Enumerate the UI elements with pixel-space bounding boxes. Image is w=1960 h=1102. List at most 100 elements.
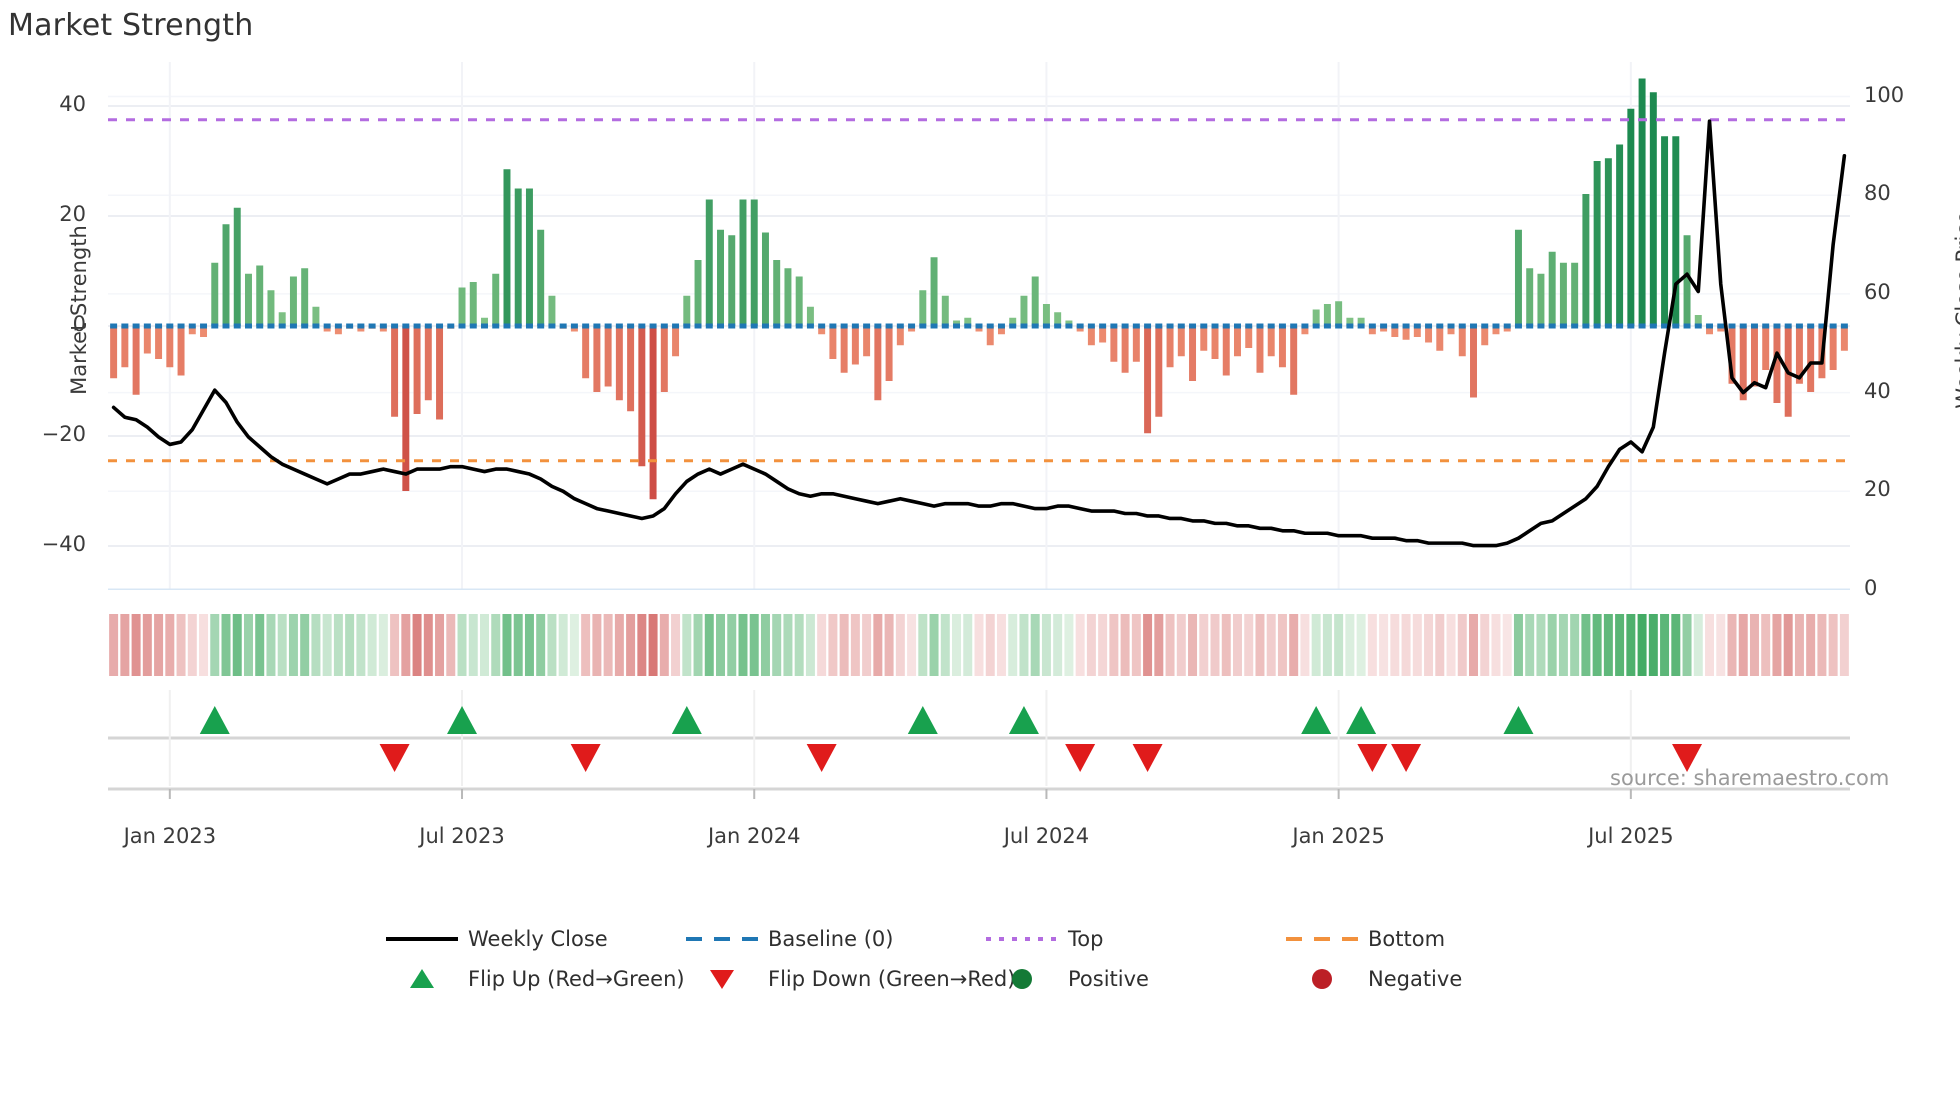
heatmap-cell: [895, 614, 905, 676]
heatmap-cell: [783, 614, 793, 676]
flip-down-marker: [1065, 744, 1096, 772]
heatmap-cell: [1210, 614, 1220, 676]
heatmap-cell: [1772, 614, 1782, 676]
legend-item[interactable]: Negative: [1280, 958, 1462, 1000]
heatmap-cell: [1761, 614, 1771, 676]
y-tick-left: −40: [41, 532, 86, 556]
flip-up-marker: [1008, 706, 1039, 734]
heatmap-cell: [255, 614, 265, 676]
heatmap-cell: [142, 614, 152, 676]
heatmap-cell: [266, 614, 276, 676]
heatmap-cell: [232, 614, 242, 676]
heatmap-cell: [569, 614, 579, 676]
legend-glyph: [680, 923, 764, 955]
heatmap-cell: [1615, 614, 1625, 676]
legend-item[interactable]: Bottom: [1280, 918, 1445, 960]
triangle-down-icon: [710, 970, 734, 989]
heatmap-cell: [727, 614, 737, 676]
heatmap-cell: [1188, 614, 1198, 676]
strength-bars: [110, 78, 1848, 500]
heatmap-cell: [1401, 614, 1411, 676]
heatmap-cell: [996, 614, 1006, 676]
flip-up-marker: [447, 706, 478, 734]
x-axis-line: [108, 787, 1850, 799]
flip-up-marker: [907, 706, 938, 734]
heatmap-cell: [1367, 614, 1377, 676]
heatmap-cell: [817, 614, 827, 676]
heatmap-cell: [839, 614, 849, 676]
y-tick-right: 0: [1864, 576, 1878, 600]
legend-label: Bottom: [1368, 927, 1446, 951]
heatmap-cell: [1277, 614, 1287, 676]
x-tick-label: Jul 2023: [419, 824, 505, 848]
dashed-line-icon: [686, 937, 758, 941]
heatmap-cell: [760, 614, 770, 676]
legend-item[interactable]: Weekly Close: [380, 918, 608, 960]
legend-label: Flip Up (Red→Green): [468, 967, 685, 991]
legend-label: Weekly Close: [468, 927, 608, 951]
heatmap-cell: [1109, 614, 1119, 676]
heatmap-cell: [457, 614, 467, 676]
heatmap-cell: [243, 614, 253, 676]
heatmap-cell: [1345, 614, 1355, 676]
flip-up-marker: [671, 706, 702, 734]
heatmap-cell: [446, 614, 456, 676]
heatmap-cell: [1513, 614, 1523, 676]
circle-marker-icon: [1312, 969, 1332, 989]
heatmap-cell: [603, 614, 613, 676]
heatmap-cell: [480, 614, 489, 676]
heatmap-cell: [614, 614, 624, 676]
heatmap-cell: [502, 614, 512, 676]
source-note: source: sharemaestro.com: [1610, 766, 1890, 790]
heatmap-cell: [1480, 614, 1490, 676]
heatmap-cell: [929, 614, 939, 676]
heatmap-cell: [704, 614, 714, 676]
legend-glyph: [1280, 963, 1364, 995]
heatmap-cell: [907, 614, 917, 676]
heatmap-cell: [738, 614, 748, 676]
heatmap-cell: [547, 614, 557, 676]
main-plot-panel: Market Strength Weekly Close Price 40 20 0…: [42, 62, 1960, 600]
heatmap-cell: [1221, 614, 1231, 676]
x-tick-label: Jan 2024: [707, 824, 801, 848]
heatmap-cell: [1311, 614, 1321, 676]
heatmap-cell: [1727, 614, 1737, 676]
heatmap-cell: [1244, 614, 1254, 676]
heatmap-cell: [1817, 614, 1827, 676]
legend-item[interactable]: Flip Down (Green→Red): [680, 958, 1015, 1000]
heatmap-cell: [311, 614, 321, 676]
legend-item[interactable]: Positive: [980, 958, 1149, 1000]
legend-item[interactable]: Baseline (0): [680, 918, 893, 960]
heatmap-cell: [1390, 614, 1400, 676]
heatmap-cell: [963, 614, 973, 676]
y-tick-left: 40: [59, 92, 86, 116]
legend-label: Flip Down (Green→Red): [768, 967, 1016, 991]
heatmap-cell: [637, 614, 647, 676]
legend-item[interactable]: Flip Up (Red→Green): [380, 958, 685, 1000]
heatmap-cell: [524, 614, 534, 676]
heatmap-cell: [300, 614, 310, 676]
y-axis-right-label: Weekly Close Price: [1952, 211, 1960, 409]
legend-glyph: [380, 923, 464, 955]
legend-item[interactable]: Top: [980, 918, 1103, 960]
heatmap-cell: [918, 614, 928, 676]
x-tick-label: Jan 2023: [123, 824, 217, 848]
heatmap-cell: [367, 614, 377, 676]
heatmap-cell: [210, 614, 220, 676]
dashed-line-icon: [1286, 937, 1358, 941]
heatmap-cell: [1120, 614, 1130, 676]
flip-down-marker: [1391, 744, 1422, 772]
heatmap-cell: [862, 614, 872, 676]
heatmap-cell: [1165, 614, 1175, 676]
heatmap-cell: [558, 614, 568, 676]
heatmap-cell: [985, 614, 995, 676]
legend-label: Positive: [1068, 967, 1149, 991]
reference-lines: [108, 118, 1850, 590]
heatmap-cell: [1322, 614, 1332, 676]
heatmap-cell: [1806, 614, 1816, 676]
heatmap-cell: [390, 614, 400, 676]
heatmap-cell: [423, 614, 433, 676]
heatmap-cell: [952, 614, 962, 676]
heatmap-cell: [1030, 614, 1040, 676]
